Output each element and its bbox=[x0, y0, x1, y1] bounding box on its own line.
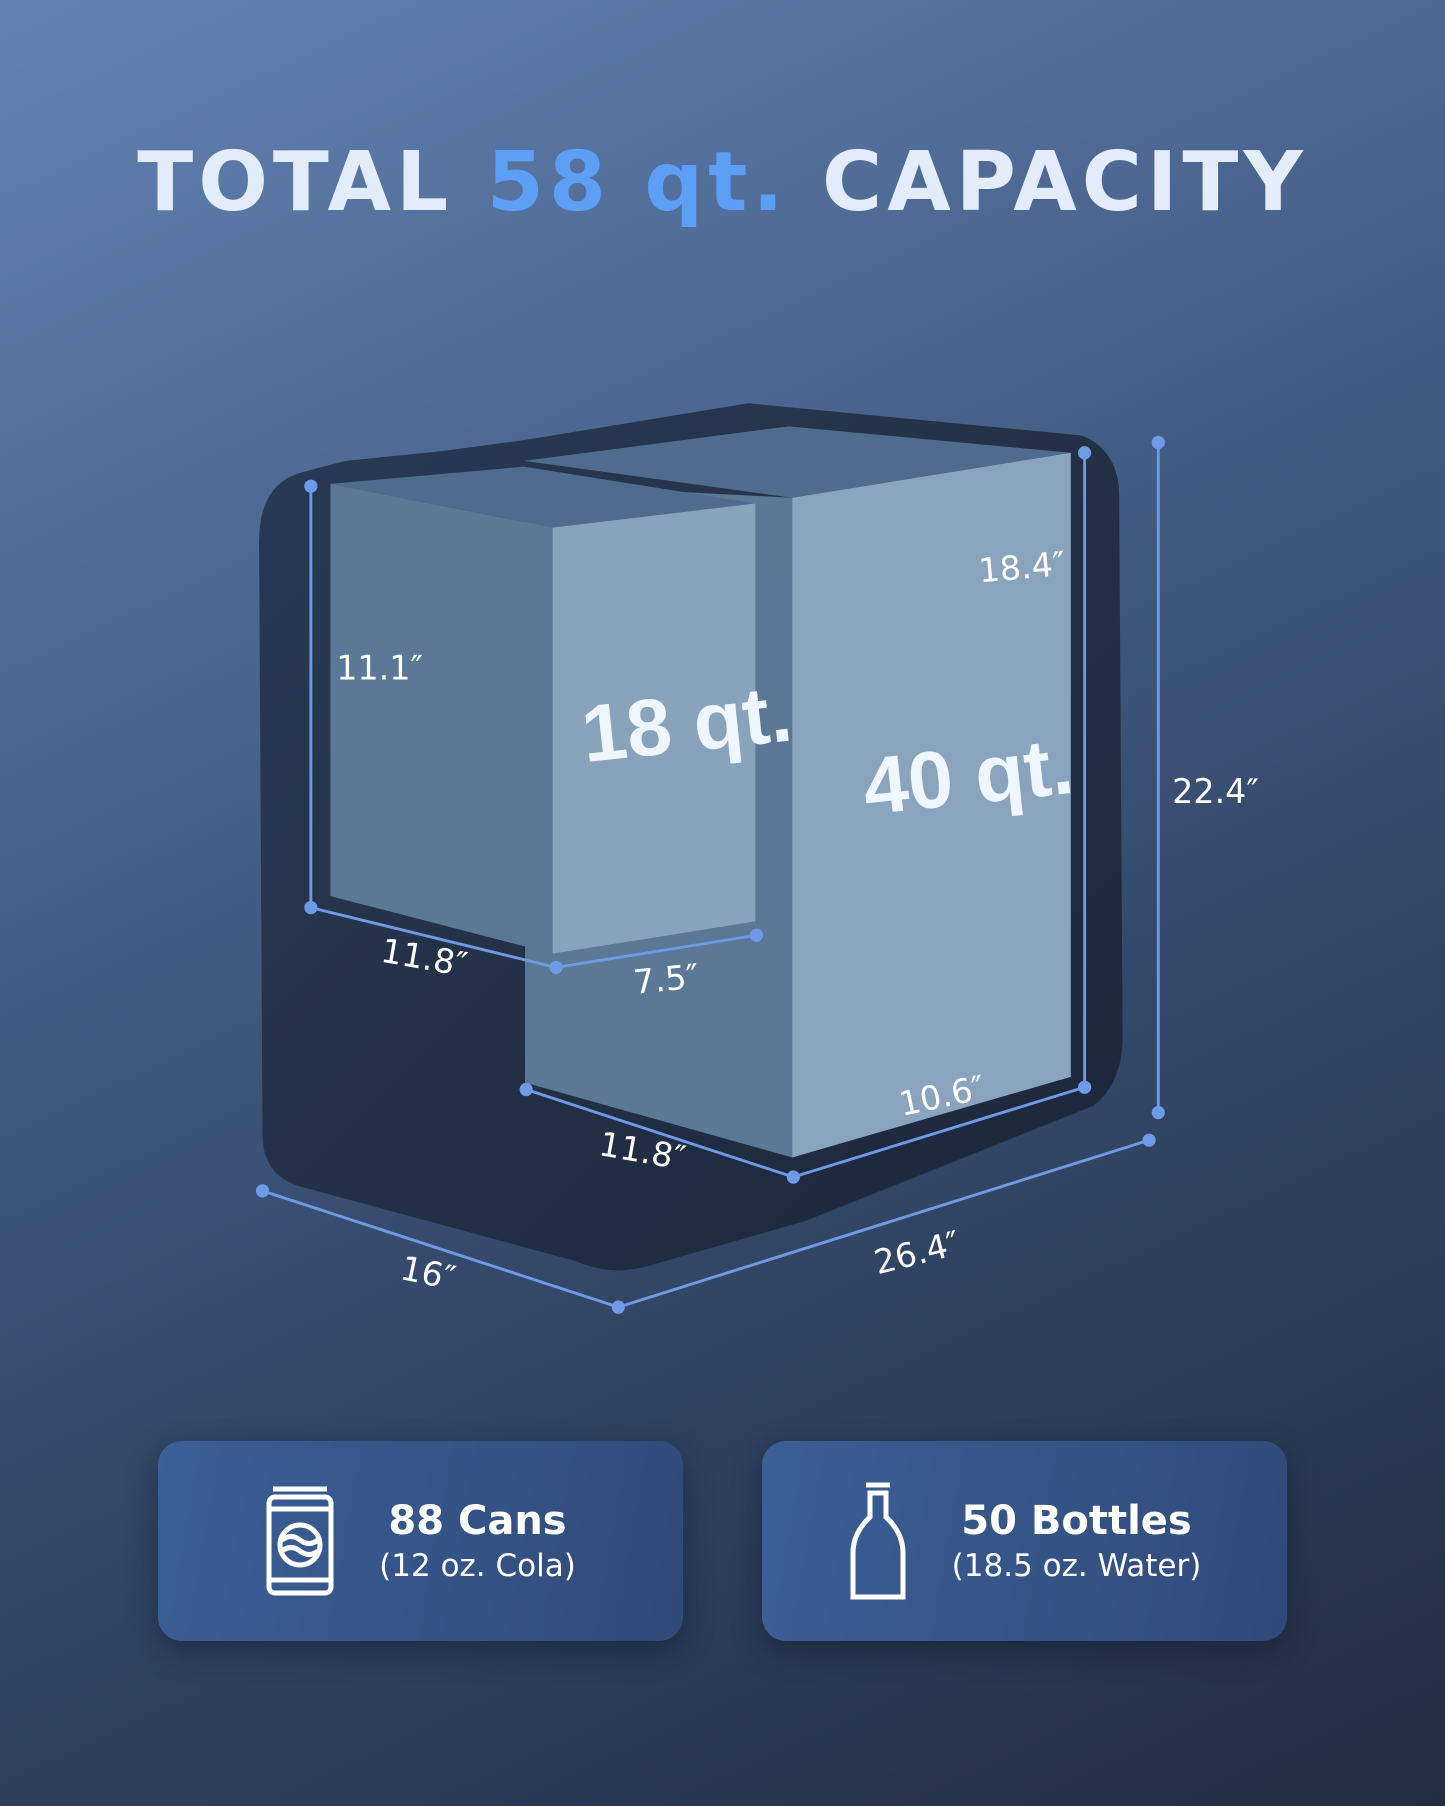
cans-description: (12 oz. Cola) bbox=[379, 1548, 576, 1584]
dim-overall-width: 26.4″ bbox=[870, 1223, 964, 1282]
bottles-description: (18.5 oz. Water) bbox=[951, 1548, 1202, 1584]
box-18-front bbox=[552, 503, 756, 954]
title-suffix: CAPACITY bbox=[822, 135, 1308, 230]
compartment-18-label: 18 qt. bbox=[577, 669, 796, 781]
cans-count: 88 Cans bbox=[388, 1498, 567, 1544]
compartment-40-label: 40 qt. bbox=[859, 721, 1078, 833]
bottles-card: 50 Bottles (18.5 oz. Water) bbox=[762, 1441, 1287, 1641]
dim-left-width: 7.5″ bbox=[631, 956, 700, 1002]
dim-overall-height: 22.4″ bbox=[1172, 772, 1259, 811]
box-40-top bbox=[523, 426, 1071, 498]
dim-right-height: 18.4″ bbox=[977, 544, 1067, 590]
page-title: TOTAL 58 qt. CAPACITY bbox=[0, 135, 1445, 230]
bottles-count: 50 Bottles bbox=[961, 1498, 1192, 1544]
box-40-front bbox=[792, 452, 1071, 1158]
dimension-lines bbox=[255, 435, 1165, 1314]
soda-can-icon bbox=[266, 1486, 334, 1596]
box-18-top bbox=[330, 466, 756, 528]
cans-card: 88 Cans (12 oz. Cola) bbox=[158, 1441, 683, 1641]
title-prefix: TOTAL bbox=[137, 135, 454, 230]
box-18-side bbox=[330, 483, 553, 954]
dim-left-height: 11.1″ bbox=[336, 649, 423, 688]
title-capacity: 58 qt. bbox=[486, 135, 789, 230]
dim-overall-depth: 16″ bbox=[397, 1248, 459, 1298]
bottle-icon bbox=[850, 1482, 906, 1600]
